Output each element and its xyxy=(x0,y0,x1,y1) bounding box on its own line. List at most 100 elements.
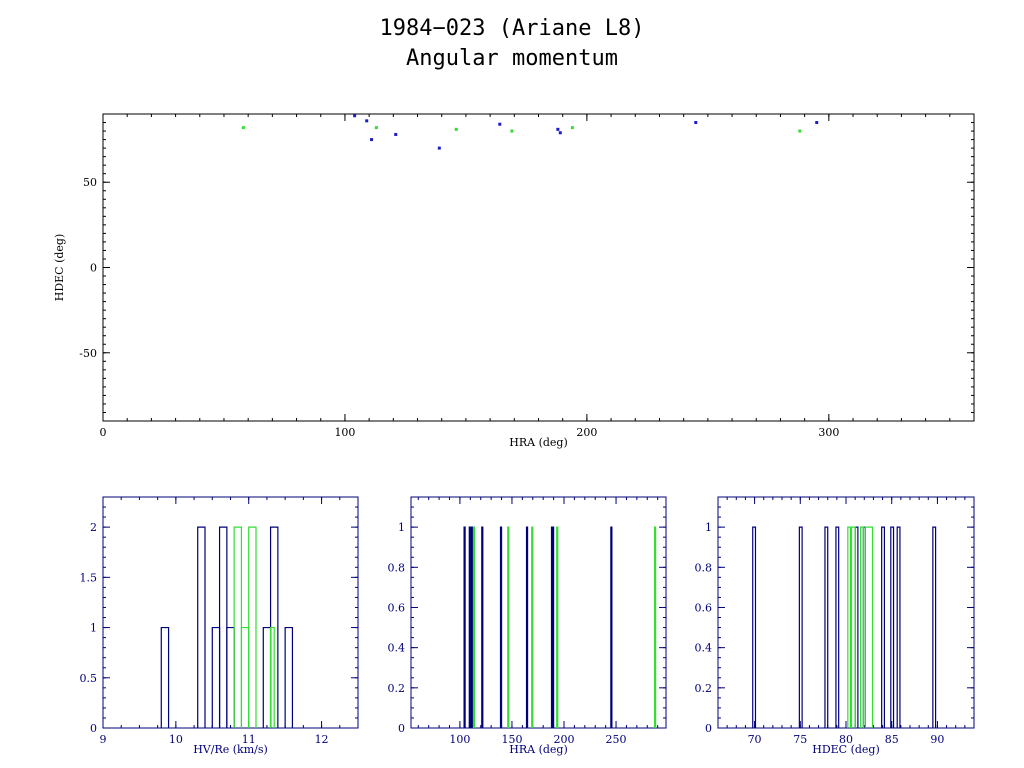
scatter-point-blue xyxy=(370,138,374,142)
hist-hdec-x-tick-label: 85 xyxy=(885,733,899,746)
hist-hdec-x-tick-label: 70 xyxy=(748,733,762,746)
hist-hra-bar-green xyxy=(472,526,476,728)
scatter-point-blue xyxy=(437,146,441,150)
hist-hv-x-tick-label: 12 xyxy=(315,733,329,746)
hist-hra-x-tick-label: 150 xyxy=(501,733,522,746)
scatter-point-green xyxy=(510,129,514,133)
hist-hdec-x-axis-label: HDEC (deg) xyxy=(812,743,880,756)
hist-hra-y-tick-label: 0.4 xyxy=(388,642,406,655)
hist-hv-bar-green xyxy=(248,526,257,728)
scatter-point-blue xyxy=(498,122,502,126)
hist-hra-frame xyxy=(410,496,667,729)
scatter-point-blue xyxy=(365,119,369,123)
hist-hdec-bar-navy xyxy=(932,526,937,728)
hist-hv-x-tick-label: 9 xyxy=(100,733,107,746)
hist-hv-y-tick-label: 0 xyxy=(90,722,97,735)
hist-hdec-bar-navy xyxy=(824,526,829,728)
hist-hv-bar-navy xyxy=(218,526,228,728)
hist-hdec-bar-green xyxy=(860,526,864,728)
hist-hdec-bar-navy xyxy=(881,526,885,728)
hist-hdec-y-tick-label: 1 xyxy=(705,521,712,534)
hist-hra-y-tick-label: 0.2 xyxy=(388,682,406,695)
hist-hv-x-tick-label: 11 xyxy=(242,733,256,746)
scatter-point-green xyxy=(798,129,802,133)
hist-hra-bar-green xyxy=(531,526,534,728)
hist-hv-bar-navy xyxy=(160,626,170,728)
hist-hv-x-tick-label: 10 xyxy=(169,733,183,746)
hist-hra-x-tick-label: 250 xyxy=(606,733,627,746)
hist-hra-bar-navy xyxy=(525,526,529,728)
scatter-frame xyxy=(102,113,975,422)
scatter-point-blue xyxy=(815,121,819,125)
hist-hra-bar-navy xyxy=(481,526,484,728)
hist-hdec-bar-navy xyxy=(752,526,757,728)
hist-hra-y-tick-label: 0 xyxy=(398,722,405,735)
hist-hra-bar-navy xyxy=(499,526,503,728)
scatter-y-tick-label: -50 xyxy=(79,347,97,360)
scatter-point-blue xyxy=(353,114,357,118)
hist-hv-bar-navy xyxy=(211,626,221,728)
hist-hv-y-tick-label: 1 xyxy=(90,622,97,635)
hist-hdec-x-tick-label: 80 xyxy=(839,733,853,746)
hist-hra-bar-green xyxy=(507,526,510,728)
hist-hdec-bar-navy xyxy=(896,526,901,728)
hist-hra-bar-navy xyxy=(470,526,474,728)
hist-hdec-bar-green xyxy=(864,526,874,728)
hist-hv-bar-navy xyxy=(284,626,294,728)
scatter-plot: 0 100 200 300 -50 0 50 HRA (deg) HDEC (deg) xyxy=(53,113,975,449)
hist-hv-x-axis-label: HV/Re (km/s) xyxy=(193,743,268,756)
scatter-point-green xyxy=(570,126,574,130)
hist-hra-y-tick-label: 1 xyxy=(398,521,405,534)
scatter-x-axis-label: HRA (deg) xyxy=(509,436,568,449)
hist-hra-bar-green xyxy=(653,526,657,728)
hist-hra-bar-navy xyxy=(463,526,466,728)
chart-title-line1: 1984−023 (Ariane L8) xyxy=(379,16,645,41)
scatter-y-tick-label: 50 xyxy=(83,176,97,189)
scatter-point-blue xyxy=(694,121,698,125)
hist-hv-y-tick-label: 0.5 xyxy=(80,672,98,685)
scatter-point-blue xyxy=(394,132,398,136)
hist-hra-y-tick-label: 0.8 xyxy=(388,561,406,574)
hist-hv-bar-navy xyxy=(197,526,206,728)
hist-hv-frame xyxy=(102,496,359,729)
scatter-y-axis-label: HDEC (deg) xyxy=(53,234,66,302)
hist-hdec-bar-navy xyxy=(798,526,803,728)
hist-hv-bar-navy xyxy=(262,626,272,728)
hist-hdec-y-tick-label: 0.4 xyxy=(695,642,713,655)
scatter-point-green xyxy=(454,127,458,131)
hist-hra-bar-green xyxy=(556,526,559,728)
hist-hdec-y-tick-label: 0.8 xyxy=(695,561,713,574)
hist-hra-plot: 100 150 200 250 0 0.2 0.4 0.6 0.8 1 HRA (deg) xyxy=(388,496,667,756)
scatter-point-blue xyxy=(556,127,560,131)
hist-hdec-plot: 70 75 80 85 90 0 0.2 0.4 0.6 0.8 1 HDEC (deg) xyxy=(695,496,975,756)
scatter-y-tick-label: 0 xyxy=(90,262,97,275)
hist-hdec-bar-navy xyxy=(835,526,840,728)
scatter-x-tick-label: 300 xyxy=(818,426,839,439)
hist-hv-bar-navy xyxy=(226,626,235,728)
hist-hdec-bar-navy xyxy=(890,526,895,728)
hist-hv-y-tick-label: 1.5 xyxy=(80,571,98,584)
hist-hv-bar-green xyxy=(240,626,250,728)
chart-title-line2: Angular momentum xyxy=(406,46,618,71)
scatter-point-green xyxy=(241,126,245,130)
hist-hra-x-tick-label: 200 xyxy=(554,733,575,746)
scatter-point-green xyxy=(374,126,378,130)
hist-hdec-y-tick-label: 0 xyxy=(705,722,712,735)
hist-hra-bar-navy xyxy=(551,526,555,728)
hist-hdec-x-tick-label: 75 xyxy=(793,733,807,746)
hist-hra-x-axis-label: HRA (deg) xyxy=(509,743,568,756)
hist-hdec-bar-green xyxy=(847,526,852,728)
hist-hra-x-tick-label: 100 xyxy=(449,733,470,746)
hist-hra-bar-navy xyxy=(610,526,613,728)
hist-hra-bar-navy xyxy=(468,526,471,728)
scatter-x-tick-label: 200 xyxy=(576,426,597,439)
hist-hdec-y-tick-label: 0.6 xyxy=(695,601,713,614)
hist-hdec-bar-green xyxy=(850,526,856,728)
hist-hdec-y-tick-label: 0.2 xyxy=(695,682,713,695)
hist-hv-bar-green xyxy=(233,526,243,728)
hist-hra-y-tick-label: 0.6 xyxy=(388,601,406,614)
scatter-x-tick-label: 100 xyxy=(334,426,355,439)
hist-hv-plot: 9 10 11 12 0 0.5 1 1.5 2 HV/Re (km/s) xyxy=(80,496,359,756)
scatter-point-blue xyxy=(558,131,562,135)
